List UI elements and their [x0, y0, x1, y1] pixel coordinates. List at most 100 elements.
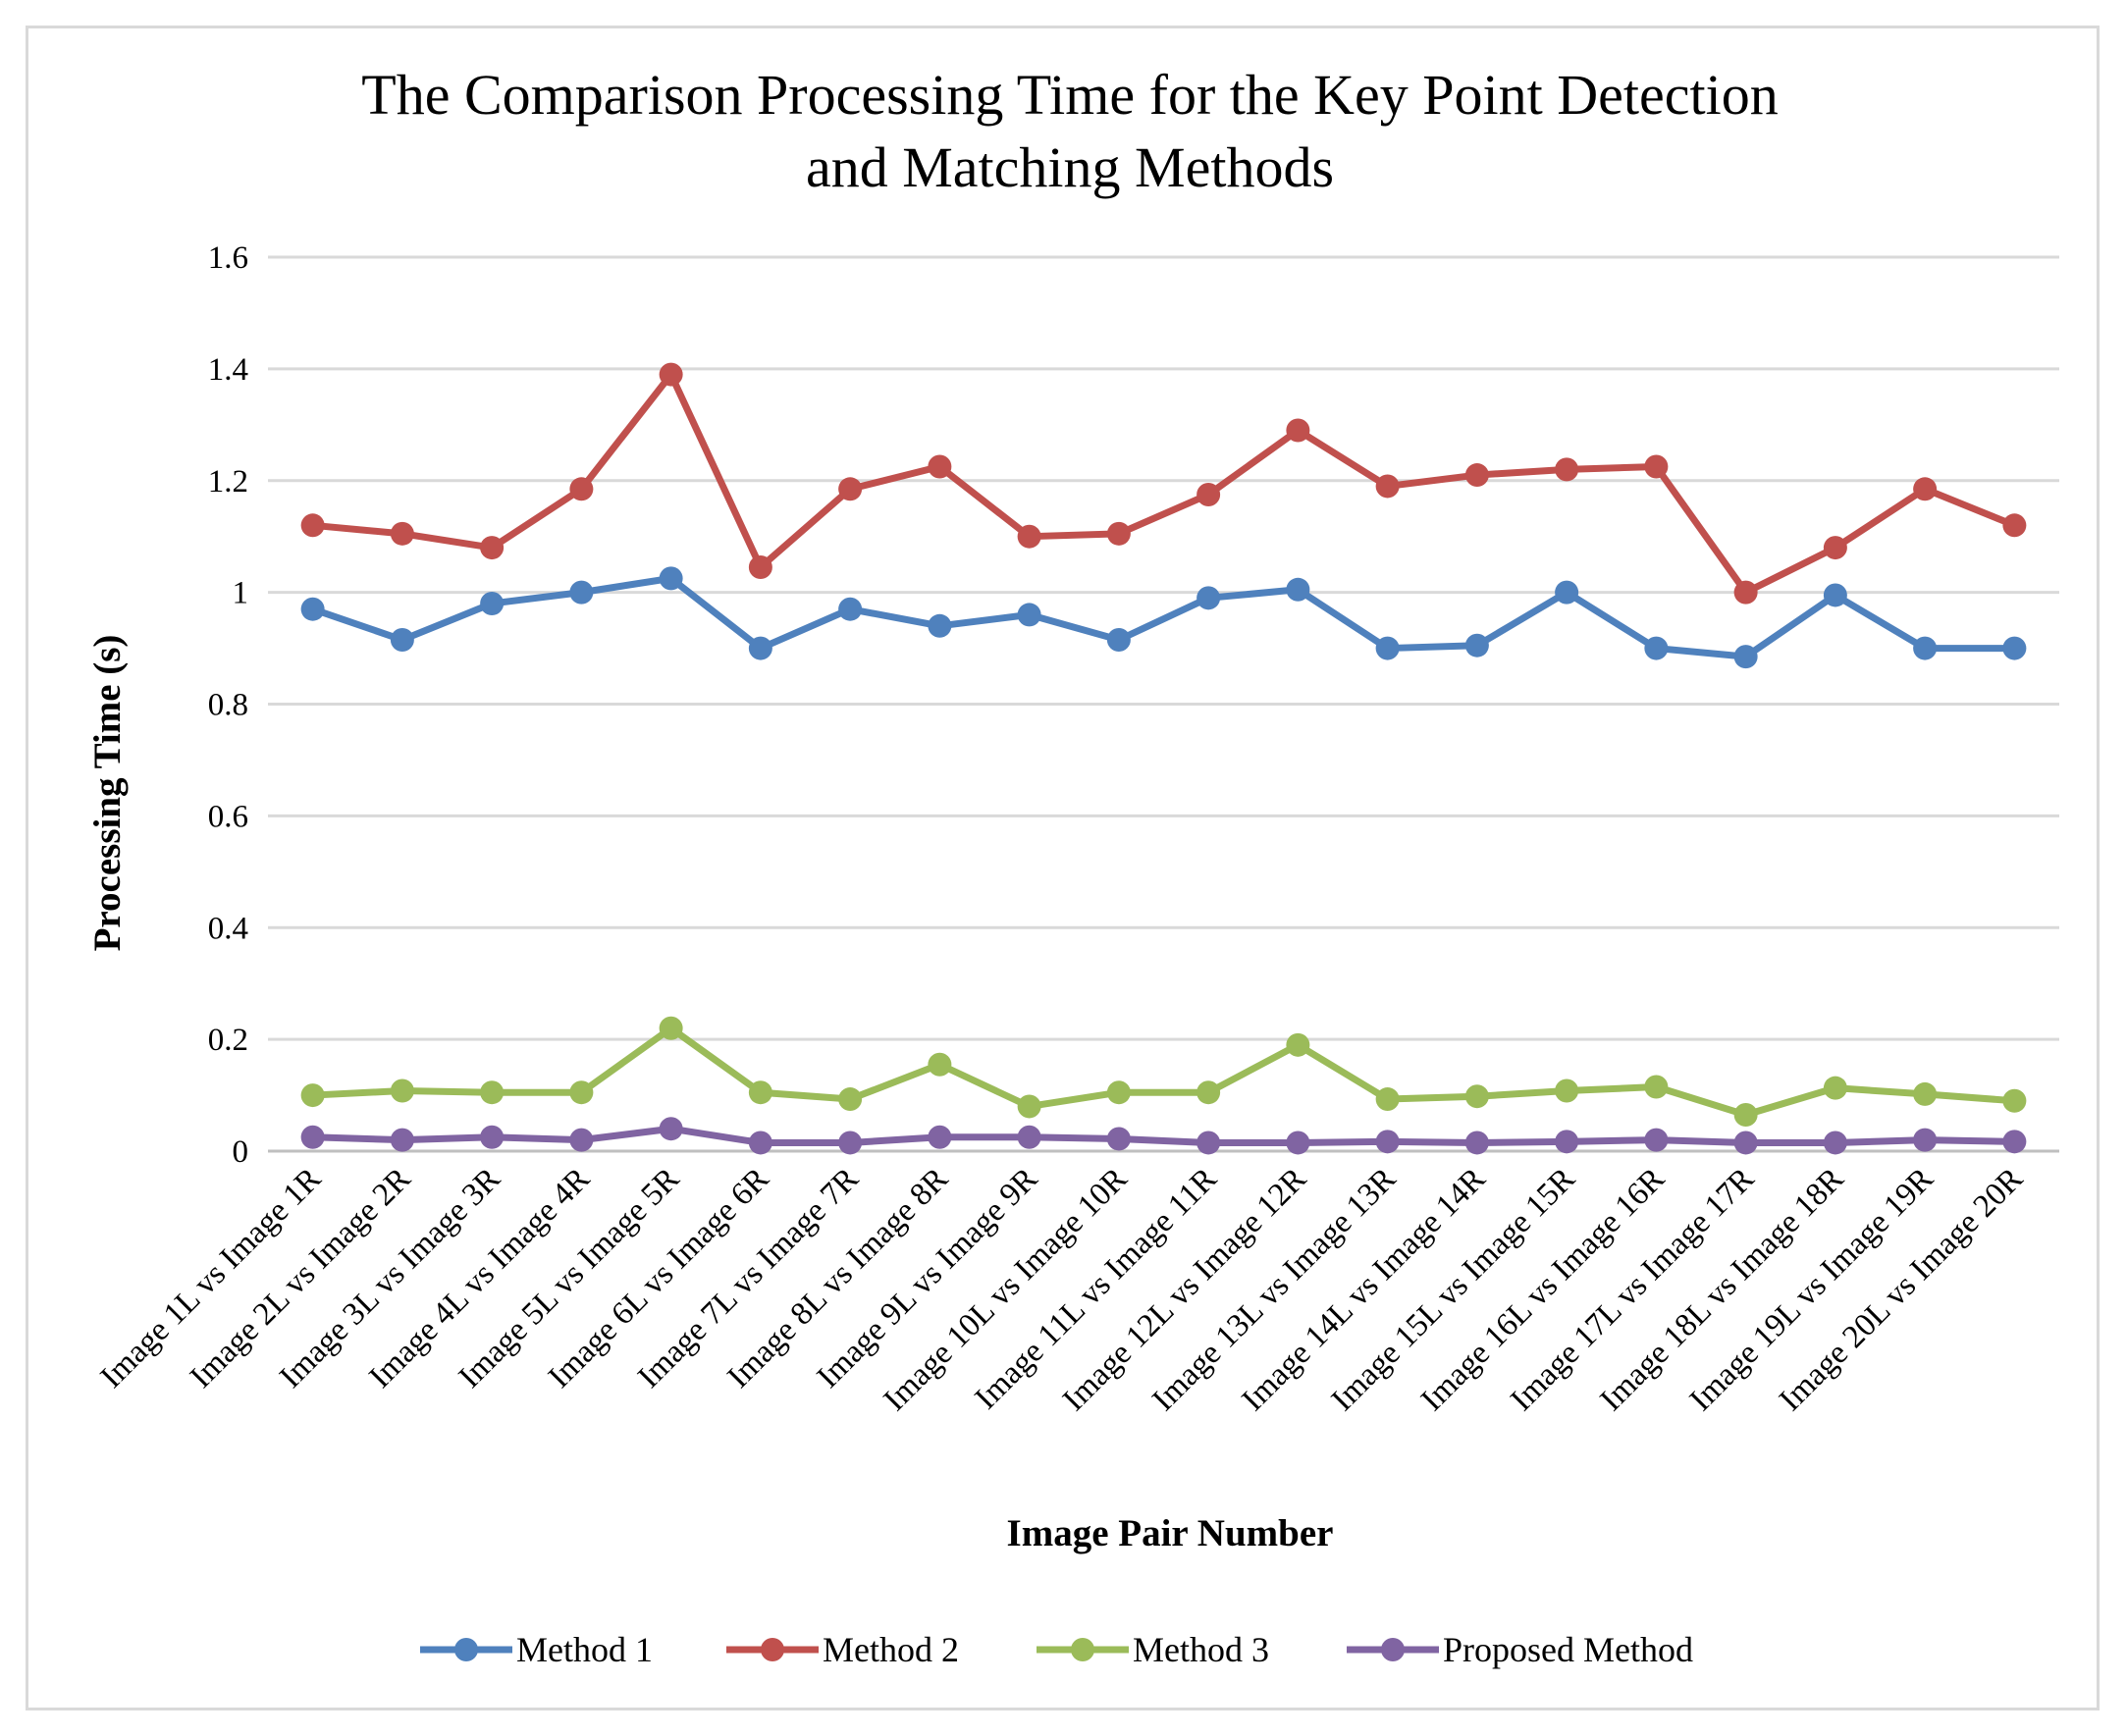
y-axis-title: Processing Time (s) [86, 635, 129, 952]
data-point-method-1 [838, 597, 863, 621]
data-point-method-1 [1464, 633, 1489, 658]
data-point-method-1 [659, 566, 683, 591]
data-point-method-2 [300, 513, 325, 538]
y-tick-label: 1.2 [208, 464, 248, 500]
legend-item-method-3: Method 3 [1037, 1630, 1269, 1669]
series-method-1 [300, 566, 2027, 669]
series-method-3 [300, 1016, 2027, 1127]
data-point-method-3 [1375, 1087, 1400, 1112]
data-point-method-3 [659, 1016, 683, 1040]
y-tick-label: 0.6 [208, 799, 248, 834]
legend-item-method-2: Method 2 [726, 1630, 959, 1669]
data-point-method-2 [838, 477, 863, 501]
data-point-proposed-method [659, 1117, 683, 1141]
data-point-proposed-method [928, 1125, 952, 1149]
data-point-method-2 [1555, 457, 1579, 482]
y-tick-label: 0 [233, 1134, 249, 1170]
data-point-method-1 [1017, 603, 1041, 627]
data-point-method-3 [838, 1087, 863, 1112]
legend-item-method-1: Method 1 [420, 1630, 653, 1669]
series-method-2 [300, 362, 2027, 605]
data-point-method-3 [1286, 1032, 1310, 1057]
data-point-method-3 [390, 1078, 414, 1103]
data-point-method-3 [300, 1083, 325, 1108]
series-line-method-1 [309, 574, 2018, 660]
data-point-method-2 [569, 477, 594, 501]
data-point-method-3 [928, 1052, 952, 1077]
data-point-method-1 [1733, 645, 1758, 669]
y-tick-label: 1 [233, 576, 249, 611]
data-point-method-2 [1733, 580, 1758, 605]
data-point-proposed-method [1375, 1130, 1400, 1154]
data-point-method-3 [1733, 1102, 1758, 1127]
data-point-proposed-method [390, 1128, 414, 1152]
data-point-method-2 [1823, 536, 1847, 560]
data-point-method-3 [1555, 1078, 1579, 1103]
data-point-method-1 [928, 613, 952, 638]
data-point-method-1 [1196, 586, 1221, 610]
legend-swatch-marker [1071, 1638, 1094, 1661]
series-line-method-3 [309, 1025, 2018, 1119]
legend-swatch-marker [761, 1638, 784, 1661]
data-point-proposed-method [300, 1125, 325, 1149]
data-point-method-2 [1375, 474, 1400, 499]
x-axis-title: Image Pair Number [1007, 1512, 1334, 1554]
data-point-proposed-method [838, 1131, 863, 1155]
data-point-method-1 [1823, 583, 1847, 607]
data-point-method-2 [2002, 513, 2027, 538]
data-point-method-3 [748, 1080, 772, 1105]
data-point-proposed-method [1733, 1131, 1758, 1155]
data-point-method-1 [390, 628, 414, 653]
legend-swatch-marker [454, 1638, 478, 1661]
data-point-method-3 [1913, 1081, 1938, 1106]
data-point-method-3 [1017, 1094, 1041, 1119]
data-point-proposed-method [1823, 1131, 1847, 1155]
data-point-proposed-method [1106, 1127, 1131, 1151]
data-point-proposed-method [1017, 1125, 1041, 1149]
y-tick-label: 1.6 [208, 240, 248, 276]
data-point-method-3 [569, 1080, 594, 1105]
legend-swatch-marker [1381, 1638, 1405, 1661]
series-lines [300, 362, 2027, 1155]
legend-item-proposed-method: Proposed Method [1347, 1630, 1693, 1669]
data-point-method-1 [748, 636, 772, 660]
legend-label: Method 1 [516, 1630, 653, 1669]
data-point-method-3 [1196, 1080, 1221, 1105]
chart-frame [26, 26, 2100, 1710]
y-tick-label: 1.4 [208, 352, 248, 388]
data-point-proposed-method [1644, 1128, 1669, 1152]
data-point-method-3 [2002, 1088, 2027, 1113]
legend: Method 1 Method 2 Method 3 Proposed Method [420, 1630, 1693, 1669]
data-point-method-1 [1644, 636, 1669, 660]
data-point-proposed-method [480, 1125, 505, 1149]
series-line-proposed-method [309, 1125, 2018, 1146]
data-point-proposed-method [1464, 1131, 1489, 1155]
data-point-proposed-method [1555, 1130, 1579, 1154]
data-point-proposed-method [2002, 1130, 2027, 1154]
data-point-method-2 [1017, 524, 1041, 549]
data-point-method-2 [390, 521, 414, 546]
chart-title-line-1: The Comparison Processing Time for the K… [361, 63, 1778, 127]
y-axis-ticks: 0 0.2 0.4 0.6 0.8 1 1.2 1.4 1.6 [208, 240, 248, 1170]
data-point-method-2 [1196, 482, 1221, 506]
series-line-method-2 [309, 371, 2018, 597]
data-point-method-3 [1464, 1084, 1489, 1109]
data-point-method-1 [1913, 636, 1938, 660]
data-point-method-2 [659, 362, 683, 387]
legend-label: Method 2 [823, 1630, 959, 1669]
data-point-method-2 [928, 454, 952, 479]
data-point-proposed-method [569, 1128, 594, 1152]
data-point-method-2 [1286, 418, 1310, 443]
chart-title: The Comparison Processing Time for the K… [361, 63, 1778, 199]
data-point-method-2 [1464, 463, 1489, 488]
data-point-method-1 [1286, 577, 1310, 602]
data-point-method-1 [480, 592, 505, 616]
legend-label: Proposed Method [1443, 1630, 1693, 1669]
data-point-method-2 [748, 555, 772, 580]
data-point-method-1 [2002, 636, 2027, 660]
legend-label: Method 3 [1133, 1630, 1269, 1669]
y-tick-label: 0.4 [208, 911, 248, 946]
data-point-method-3 [1644, 1075, 1669, 1099]
